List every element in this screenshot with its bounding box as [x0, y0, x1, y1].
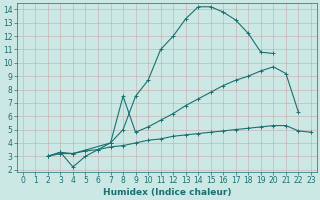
X-axis label: Humidex (Indice chaleur): Humidex (Indice chaleur)	[103, 188, 231, 197]
